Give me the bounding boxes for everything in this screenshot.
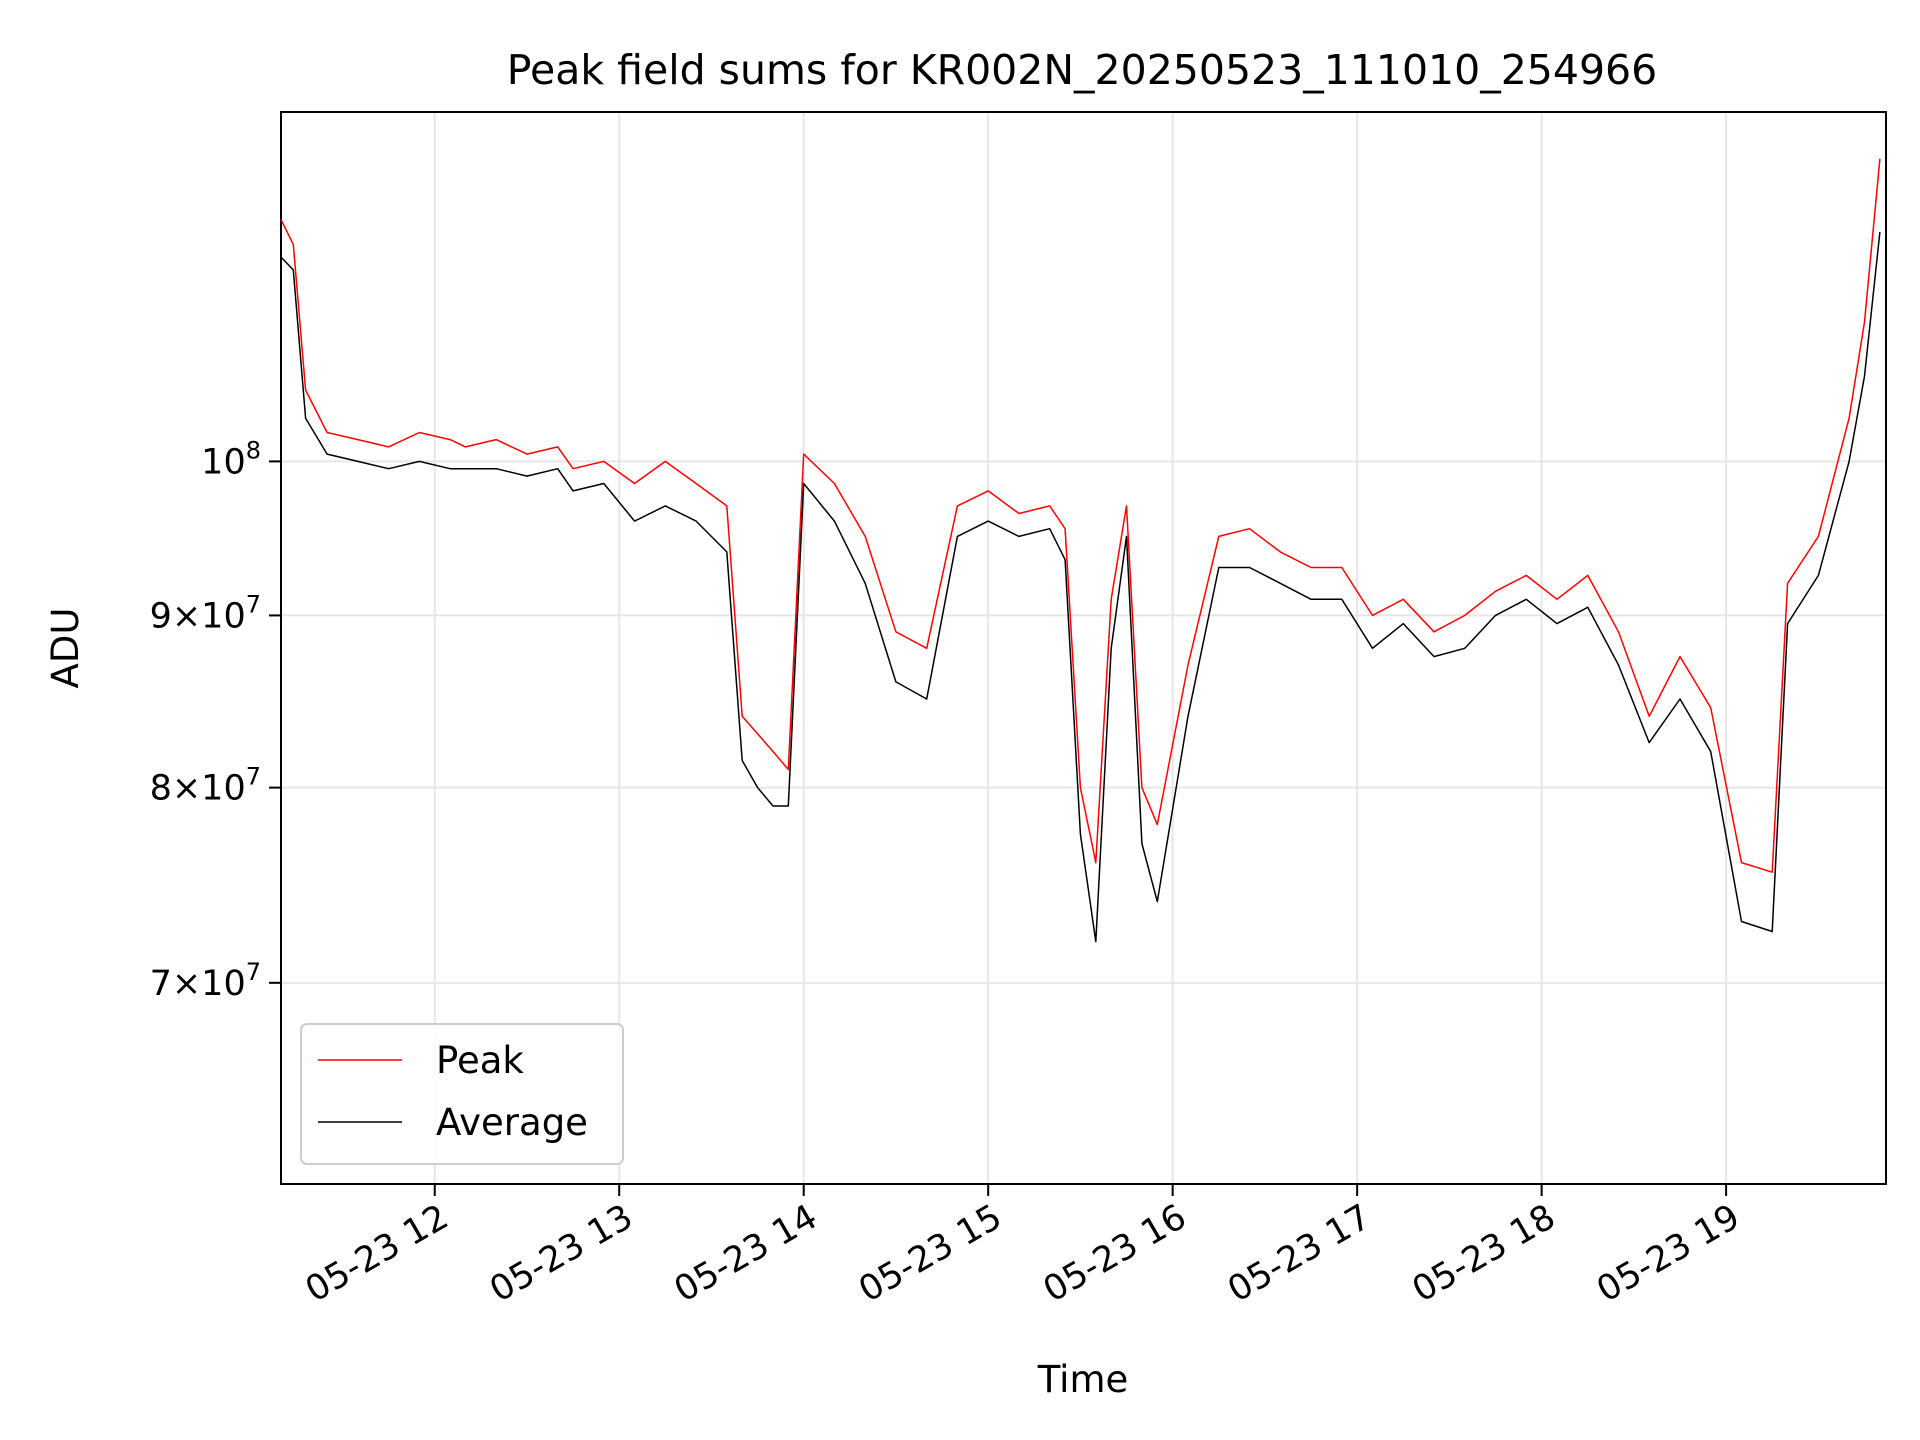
- y-tick-label: 8×107: [150, 763, 261, 809]
- legend-box: [300, 1023, 624, 1165]
- x-axis-label: Time: [1037, 1358, 1129, 1401]
- chart-title: Peak field sums for KR002N_20250523_1110…: [507, 46, 1657, 94]
- series-line-peak: [280, 158, 1881, 873]
- series-line-average: [280, 231, 1881, 943]
- y-tick-label: 7×107: [150, 958, 261, 1004]
- legend-label-peak: Peak: [436, 1039, 524, 1082]
- y-tick-label: 108: [201, 436, 261, 482]
- series-layer: [280, 158, 1881, 943]
- grid: [281, 112, 1886, 1184]
- y-tick-label: 9×107: [150, 590, 261, 636]
- plot-area: [280, 111, 1887, 1185]
- y-axis-label: ADU: [44, 608, 87, 689]
- legend: Peak Average: [300, 1023, 624, 1165]
- legend-label-average: Average: [436, 1101, 588, 1144]
- y-axis: 7×107 8×107 9×107 108: [150, 436, 281, 1004]
